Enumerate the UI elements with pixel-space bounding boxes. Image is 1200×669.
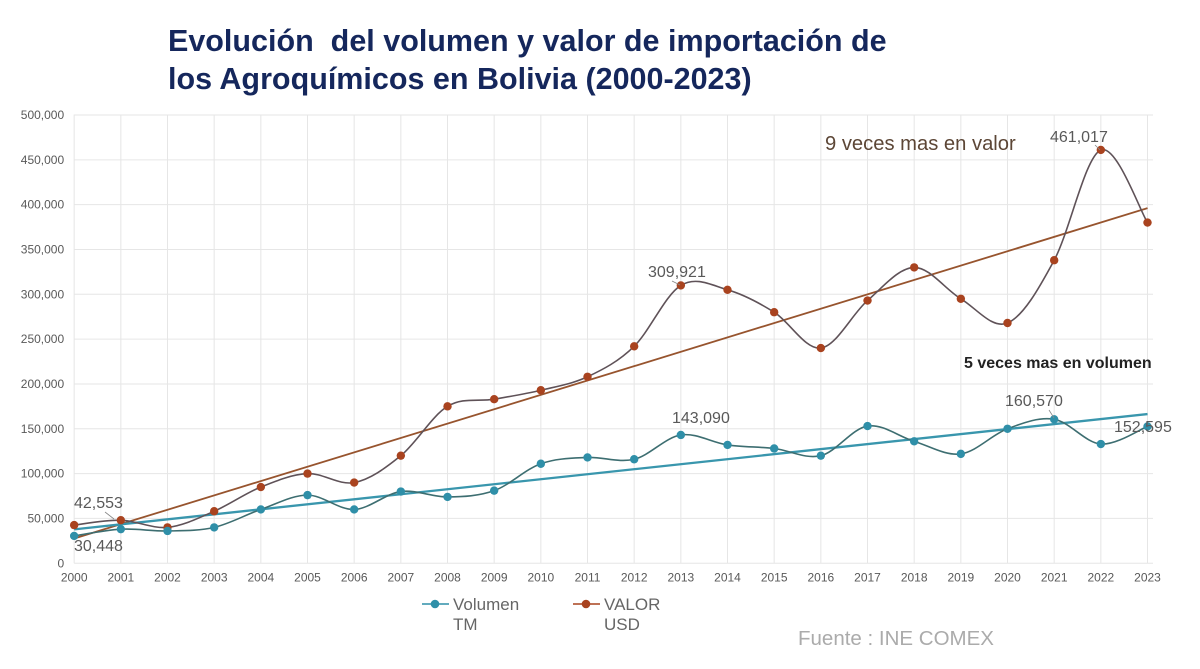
svg-text:2013: 2013 [667, 570, 694, 584]
svg-text:2014: 2014 [714, 570, 741, 584]
svg-text:2000: 2000 [61, 570, 88, 584]
svg-text:2004: 2004 [247, 570, 274, 584]
svg-text:2006: 2006 [341, 570, 368, 584]
svg-text:2003: 2003 [201, 570, 228, 584]
svg-text:143,090: 143,090 [672, 410, 730, 427]
svg-text:250,000: 250,000 [21, 332, 65, 346]
svg-text:2007: 2007 [387, 570, 414, 584]
svg-text:2017: 2017 [854, 570, 881, 584]
svg-text:2005: 2005 [294, 570, 321, 584]
svg-text:300,000: 300,000 [21, 287, 65, 301]
svg-text:2012: 2012 [621, 570, 648, 584]
svg-text:2011: 2011 [575, 570, 601, 584]
svg-text:5 veces mas en volumen: 5 veces mas en volumen [964, 355, 1152, 372]
svg-text:450,000: 450,000 [21, 153, 65, 167]
svg-text:2020: 2020 [994, 570, 1021, 584]
svg-text:2018: 2018 [901, 570, 928, 584]
svg-text:461,017: 461,017 [1050, 129, 1108, 146]
svg-text:160,570: 160,570 [1005, 393, 1063, 410]
svg-text:150,000: 150,000 [21, 422, 65, 436]
svg-text:9 veces mas en valor: 9 veces mas en valor [825, 133, 1016, 155]
svg-text:TM: TM [453, 615, 478, 634]
svg-text:500,000: 500,000 [21, 108, 65, 122]
svg-text:152,595: 152,595 [1114, 419, 1172, 436]
svg-text:2021: 2021 [1041, 570, 1068, 584]
svg-text:2002: 2002 [154, 570, 181, 584]
svg-text:Fuente : INE COMEX: Fuente : INE COMEX [798, 627, 994, 650]
svg-text:2022: 2022 [1087, 570, 1114, 584]
svg-text:2023: 2023 [1134, 570, 1161, 584]
svg-text:2019: 2019 [947, 570, 974, 584]
svg-text:350,000: 350,000 [21, 242, 65, 256]
svg-text:2015: 2015 [761, 570, 788, 584]
svg-text:309,921: 309,921 [648, 264, 706, 281]
svg-text:100,000: 100,000 [21, 467, 65, 481]
svg-text:2009: 2009 [481, 570, 508, 584]
svg-text:2001: 2001 [107, 570, 134, 584]
svg-text:2010: 2010 [527, 570, 554, 584]
svg-text:50,000: 50,000 [27, 511, 64, 525]
svg-text:2008: 2008 [434, 570, 461, 584]
svg-text:400,000: 400,000 [21, 198, 65, 212]
svg-text:200,000: 200,000 [21, 377, 65, 391]
svg-text:30,448: 30,448 [74, 538, 123, 555]
svg-text:Volumen: Volumen [453, 595, 519, 614]
svg-text:2016: 2016 [807, 570, 834, 584]
svg-text:VALOR: VALOR [604, 595, 660, 614]
svg-text:42,553: 42,553 [74, 495, 123, 512]
svg-text:0: 0 [57, 556, 64, 570]
svg-text:USD: USD [604, 615, 640, 634]
